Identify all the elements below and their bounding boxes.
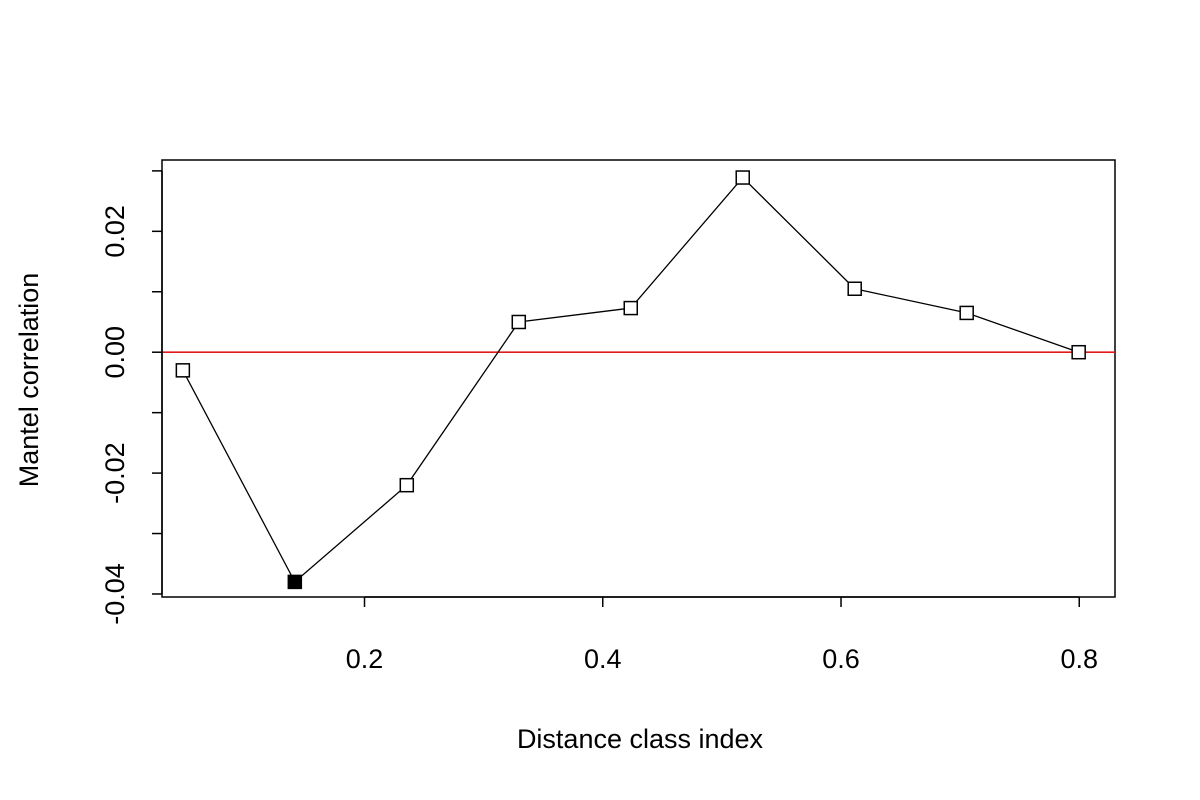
data-point xyxy=(735,170,750,185)
data-point xyxy=(175,363,191,378)
y-axis: -0.04 -0.02 0.00 0.02 xyxy=(100,170,163,625)
x-tick-label: 0.8 xyxy=(1060,644,1098,674)
data-point xyxy=(959,305,974,321)
data-point-significant xyxy=(287,574,303,590)
y-tick-label: -0.02 xyxy=(100,442,130,504)
y-axis-label: Mantel correlation xyxy=(14,273,44,488)
data-point xyxy=(1071,344,1086,360)
x-axis: 0.2 0.4 0.6 0.8 xyxy=(346,596,1098,674)
y-tick-label: 0.02 xyxy=(100,205,130,258)
data-point xyxy=(511,314,527,330)
series-layer xyxy=(175,170,1086,590)
plot-frame xyxy=(161,159,1116,598)
x-tick-label: 0.4 xyxy=(584,644,622,674)
series-line xyxy=(182,176,1079,583)
data-point xyxy=(399,477,415,493)
data-point xyxy=(847,281,862,296)
x-tick-label: 0.6 xyxy=(822,644,860,674)
y-tick-label: 0.00 xyxy=(100,326,130,379)
x-axis-label: Distance class index xyxy=(517,724,764,754)
y-tick-label: -0.04 xyxy=(100,563,130,625)
data-point xyxy=(623,300,639,316)
x-tick-label: 0.2 xyxy=(346,644,384,674)
